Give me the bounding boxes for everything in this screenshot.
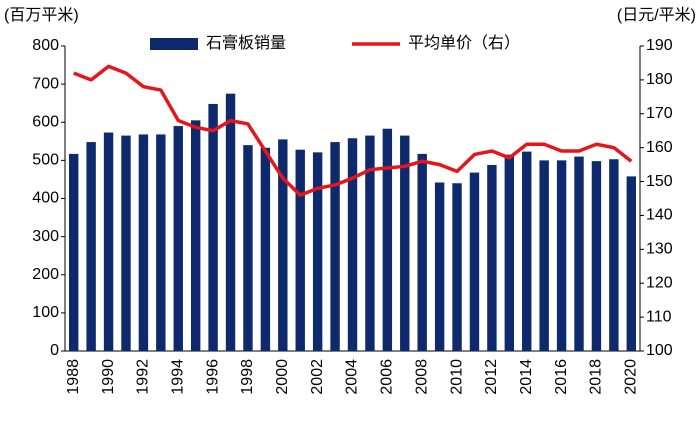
x-tick-label: 2006	[379, 359, 396, 395]
bar	[295, 149, 305, 351]
bar	[591, 161, 602, 351]
x-tick-label: 2002	[309, 359, 326, 395]
bar	[609, 159, 619, 351]
x-tick-label: 1994	[169, 359, 186, 395]
y-tick-label: 700	[32, 75, 59, 92]
bar	[522, 151, 532, 351]
x-tick-label: 1996	[204, 359, 221, 395]
bar	[208, 103, 218, 351]
bar	[278, 139, 288, 351]
legend-label: 石膏板销量	[206, 33, 286, 52]
x-tick-label: 2016	[553, 359, 570, 395]
line	[73, 64, 633, 197]
y2-tick-label: 140	[646, 207, 673, 224]
bar	[138, 134, 149, 351]
y2-tick-label: 150	[646, 173, 673, 190]
x-tick-label: 1992	[135, 359, 152, 395]
legend-label: 平均单价（右）	[408, 34, 520, 52]
y-tick-label: 200	[32, 266, 59, 283]
x-tick-label: 2014	[518, 359, 535, 395]
y-tick-label: 0	[50, 342, 59, 359]
bar	[347, 138, 358, 351]
x-tick-label: 2004	[344, 359, 361, 395]
y-tick-label: 800	[32, 37, 59, 54]
bar	[365, 135, 375, 351]
legend-swatch	[150, 38, 198, 50]
bar	[156, 134, 166, 351]
y2-tick-label: 180	[646, 71, 673, 88]
y2-tick-label: 100	[646, 342, 673, 359]
x-tick-label: 2010	[448, 359, 465, 395]
bar	[434, 182, 445, 351]
bar	[86, 142, 96, 351]
bar	[400, 135, 410, 351]
bar	[312, 152, 323, 351]
bar	[574, 156, 584, 351]
x-tick-label: 2012	[483, 359, 500, 395]
x-tick-label: 1990	[100, 359, 117, 395]
bar	[103, 132, 114, 351]
y2-tick-label: 120	[646, 274, 673, 291]
bar	[626, 176, 636, 351]
y-tick-label: 600	[32, 113, 59, 130]
y2-tick-label: 170	[646, 105, 673, 122]
bar	[69, 153, 79, 351]
y-tick-label: 100	[32, 304, 59, 321]
bar	[260, 147, 271, 351]
y2-tick-label: 130	[646, 241, 673, 258]
y2-tick-label: 190	[646, 37, 673, 54]
bar	[121, 135, 131, 351]
bar	[469, 172, 480, 351]
bar	[417, 153, 427, 351]
y-tick-label: 400	[32, 190, 59, 207]
bar	[452, 183, 462, 351]
x-tick-label: 1988	[65, 359, 82, 395]
y-tick-label: 500	[32, 152, 59, 169]
bar	[330, 142, 340, 351]
bar	[225, 93, 236, 351]
y2-tick-label: 110	[646, 308, 672, 325]
x-tick-label: 1998	[239, 359, 256, 395]
bar	[487, 164, 497, 351]
y2-tick-label: 160	[646, 139, 673, 156]
y-axis-label: (百万平米)	[4, 6, 79, 24]
bar	[382, 128, 393, 351]
y-tick-label: 300	[32, 228, 59, 245]
bar	[173, 126, 183, 351]
bar	[539, 160, 549, 351]
x-tick-label: 2018	[588, 359, 605, 395]
bar	[504, 154, 515, 351]
x-tick-label: 2020	[623, 359, 640, 395]
x-tick-label: 2000	[274, 359, 291, 395]
x-tick-label: 2008	[413, 359, 430, 395]
bar	[556, 160, 567, 351]
bar	[243, 145, 253, 351]
bar	[190, 120, 201, 351]
y2-axis-label: (日元/平米)	[617, 6, 696, 24]
